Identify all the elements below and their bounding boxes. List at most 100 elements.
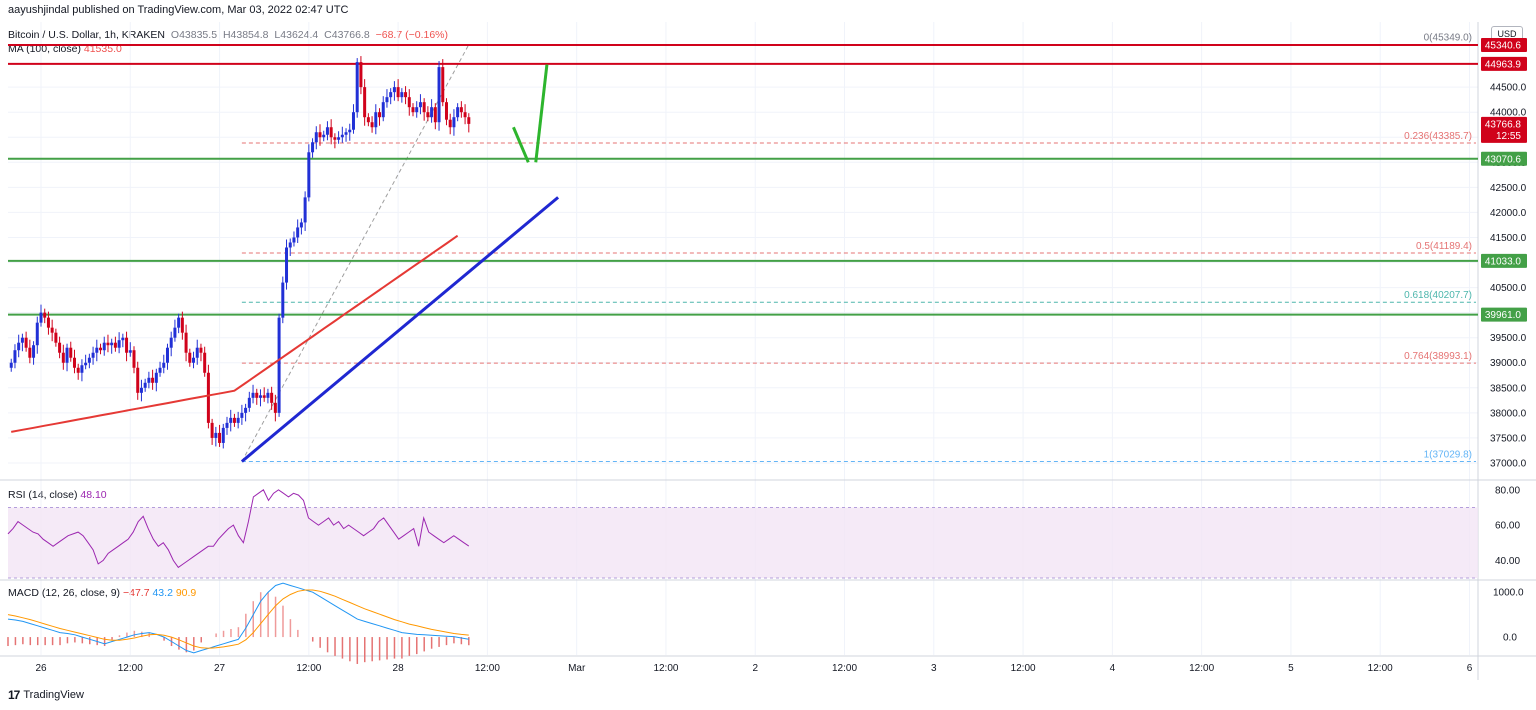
candle <box>277 313 281 417</box>
tradingview-logo-icon: 17 <box>8 688 20 702</box>
tradingview-logo[interactable]: 17 TradingView <box>8 688 84 702</box>
candle <box>17 334 21 358</box>
candle <box>195 339 199 365</box>
symbol-name[interactable]: Bitcoin / U.S. Dollar, 1h, KRAKEN <box>8 29 165 41</box>
candle-body <box>277 317 281 413</box>
candle-body <box>87 357 91 363</box>
candle-body <box>13 350 17 363</box>
candle <box>337 131 341 144</box>
candle <box>389 88 393 105</box>
rsi-legend[interactable]: RSI (14, close) 48.10 <box>8 489 107 501</box>
candle-body <box>288 242 292 248</box>
candle-body <box>378 112 382 118</box>
candle <box>35 316 39 354</box>
candle-body <box>314 132 318 143</box>
candle-body <box>147 377 151 383</box>
time-tick-label: 12:00 <box>1368 663 1393 674</box>
candle-body <box>348 129 352 133</box>
fib-label: 0.236(43385.7) <box>1404 131 1472 142</box>
candle-body <box>65 347 69 363</box>
macd-legend[interactable]: MACD (12, 26, close, 9) −47.7 43.2 90.9 <box>8 587 196 599</box>
candle <box>415 101 419 118</box>
candle-body <box>143 382 147 388</box>
rsi-line <box>7 489 470 569</box>
candle <box>236 411 240 429</box>
last-price-label: 43766.8 <box>1485 119 1522 130</box>
candle-body <box>266 392 270 398</box>
candle-body <box>262 395 266 398</box>
candle <box>266 388 270 404</box>
candle <box>162 354 166 374</box>
macd-signal-line <box>7 589 469 649</box>
candle <box>9 358 13 372</box>
candle <box>199 343 203 362</box>
candle-body <box>195 347 199 358</box>
candle-body <box>28 347 32 358</box>
candle-body <box>236 417 240 423</box>
candle <box>121 333 125 348</box>
candle <box>433 103 437 130</box>
projection-arrow-up <box>534 64 549 163</box>
symbol-ohlc-line: Bitcoin / U.S. Dollar, 1h, KRAKEN O43835… <box>8 29 451 41</box>
candle-body <box>244 407 248 413</box>
candle-body <box>121 337 125 341</box>
rsi-label: RSI (14, close) <box>8 489 78 501</box>
time-tick-label: 12:00 <box>1189 663 1214 674</box>
candle-body <box>292 237 296 243</box>
price-tags: 45340.6 44963.9 43070.6 41033.0 39961.0 43766… <box>1481 38 1527 322</box>
candle <box>351 104 355 134</box>
candle-body <box>459 107 463 113</box>
candle-body <box>128 350 132 353</box>
price-tick-label: 37500.0 <box>1490 433 1527 444</box>
time-tick-label: 2 <box>752 663 758 674</box>
candle-body <box>240 412 244 418</box>
candle <box>169 331 173 357</box>
open-value: O43835.5 <box>170 29 218 41</box>
candle <box>147 371 151 389</box>
candle <box>39 304 43 327</box>
time-tick-label: 12:00 <box>1011 663 1036 674</box>
candle <box>452 109 456 136</box>
candle <box>158 361 162 377</box>
candle-body <box>337 137 341 140</box>
candle-body <box>35 322 39 346</box>
candle <box>441 59 445 107</box>
candle-body <box>452 117 456 128</box>
rsi-band-fill <box>8 507 1478 578</box>
macd-label: MACD (12, 26, close, 9) <box>8 587 121 599</box>
candle-body <box>84 362 88 366</box>
price-tick-label: 44500.0 <box>1490 83 1527 94</box>
candle <box>177 313 181 334</box>
price-tag-label: 41033.0 <box>1485 256 1522 267</box>
macd-pane <box>7 582 470 664</box>
candle-body <box>303 197 307 223</box>
candle-body <box>426 112 430 118</box>
candle-body <box>415 107 419 113</box>
candle <box>366 113 370 127</box>
candle-body <box>17 342 21 351</box>
rsi-tick-label: 80.00 <box>1495 485 1520 496</box>
price-tick-label: 39000.0 <box>1490 358 1527 369</box>
candle-body <box>351 112 355 130</box>
candle <box>333 133 337 149</box>
candle-body <box>255 392 259 398</box>
candle <box>422 98 426 121</box>
candle-body <box>229 417 233 423</box>
candle-body <box>9 362 13 368</box>
candle <box>218 424 222 447</box>
candle <box>400 88 404 103</box>
candle <box>110 338 114 354</box>
candle <box>292 231 296 247</box>
candle-body <box>91 352 95 358</box>
candle <box>251 384 255 404</box>
candle-body <box>374 112 378 128</box>
candle <box>20 333 24 352</box>
candle <box>329 119 333 145</box>
candle-body <box>370 122 374 128</box>
candlesticks <box>9 56 471 449</box>
low-value: L43624.4 <box>274 29 319 41</box>
candle <box>359 56 363 95</box>
rsi-pane <box>7 489 1478 579</box>
candle-body <box>46 317 50 328</box>
